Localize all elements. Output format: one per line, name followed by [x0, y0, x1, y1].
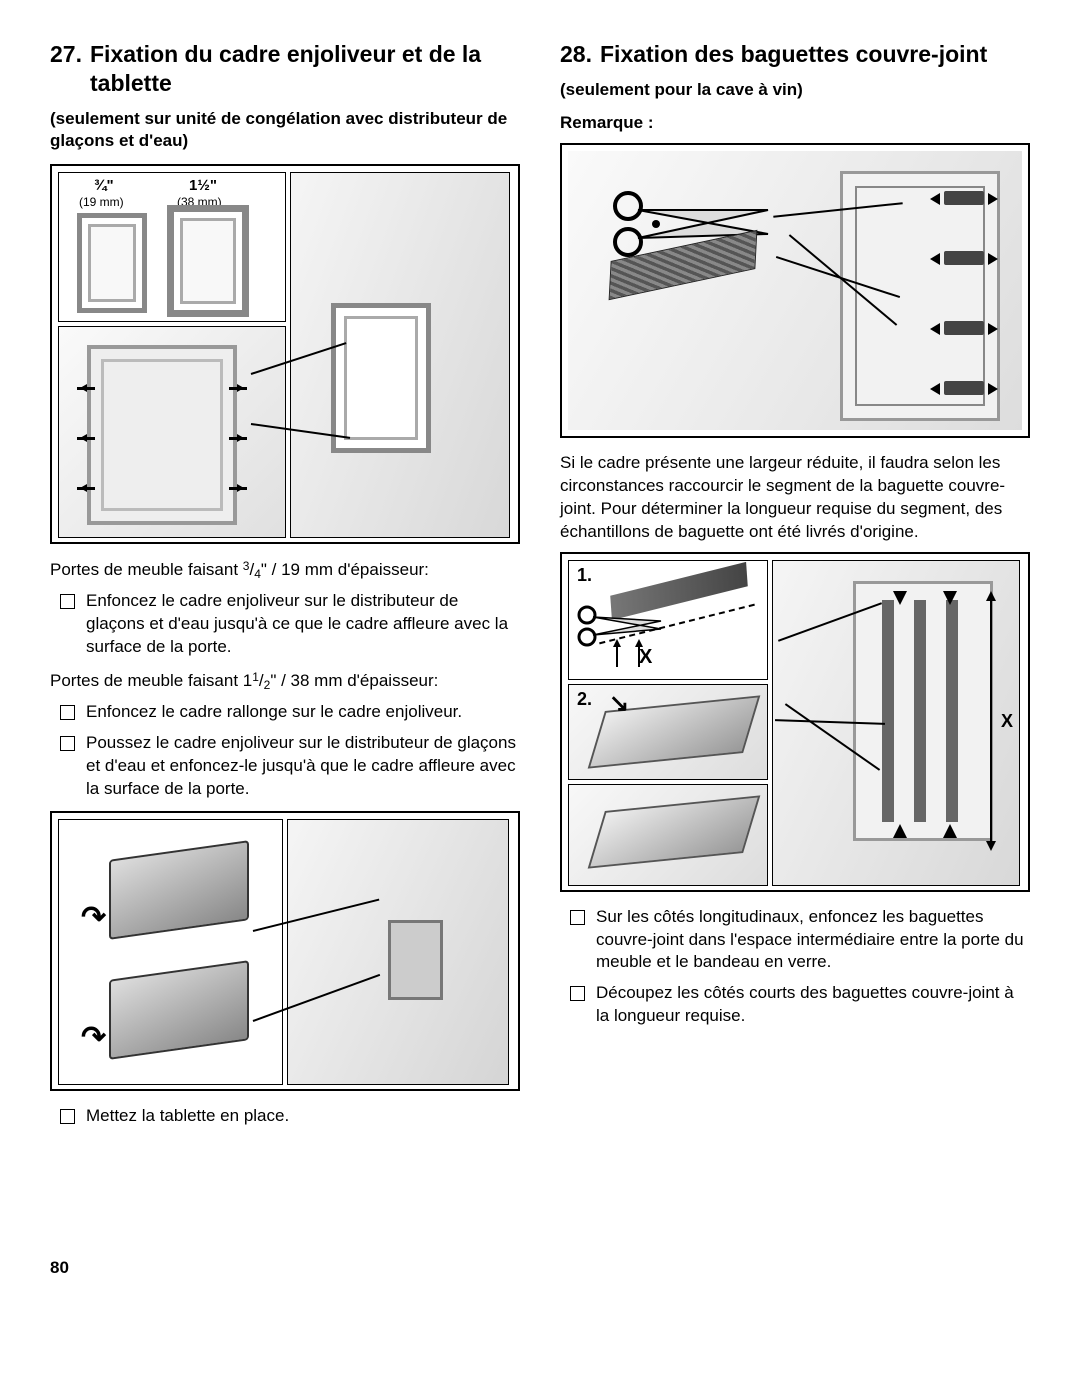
para-19mm: Portes de meuble faisant 3/4" / 19 mm d'… [50, 558, 520, 582]
right-column: 28. Fixation des baguettes couvre-joint … [560, 40, 1030, 1278]
curve-arrow-icon: ↷ [81, 900, 106, 935]
para-19mm-post: " / 19 mm d'épaisseur: [261, 560, 429, 579]
para-38mm-post: " / 38 mm d'épaisseur: [270, 671, 438, 690]
bullet-item: Poussez le cadre enjoliveur sur le distr… [50, 732, 520, 801]
bullet-item: Enfoncez le cadre enjoliveur sur le dist… [50, 590, 520, 659]
bullet-item: Enfoncez le cadre rallonge sur le cadre … [50, 701, 520, 724]
arrow-right-icon [988, 193, 1004, 205]
left-column: 27. Fixation du cadre enjoliveur et de l… [50, 40, 520, 1278]
figure-28a [560, 143, 1030, 438]
fraction-34: 3/4 [243, 558, 261, 582]
figure-27a-bottom-panel [58, 326, 286, 538]
recess-icon [388, 920, 443, 1000]
figure-27b-right-panel [287, 819, 509, 1085]
bullet-list-tablette: Mettez la tablette en place. [50, 1105, 520, 1128]
fraction-12: 1/2 [252, 669, 270, 693]
door-cutout-icon [331, 303, 431, 453]
dim-vertical-icon [983, 591, 999, 851]
clip-icon [944, 321, 984, 335]
figure-27a-top-panel: ¾" (19 mm) 1½" (38 mm) [58, 172, 286, 322]
arrow-up-icon [943, 817, 957, 838]
figure-27a: ¾" (19 mm) 1½" (38 mm) [50, 164, 520, 544]
arrow-left-icon [924, 193, 940, 205]
section-28-number: 28. [560, 40, 600, 69]
figure-27a-right-panel [290, 172, 510, 538]
section-27-title: Fixation du cadre enjoliveur et de la ta… [90, 40, 520, 98]
bullet-list-19mm: Enfoncez le cadre enjoliveur sur le dist… [50, 590, 520, 659]
section-28-title: Fixation des baguettes couvre-joint [600, 40, 1030, 69]
profile-icon [588, 795, 761, 868]
section-27-subtitle: (seulement sur unité de congélation avec… [50, 108, 520, 152]
remark-label: Remarque : [560, 113, 1030, 133]
clip-icon [944, 251, 984, 265]
door-frame-icon [853, 581, 993, 841]
bullet-item: Sur les côtés longitudinaux, enfoncez le… [560, 906, 1030, 975]
figure-28b-step2-panel: 2. ↘ [568, 684, 768, 780]
figure-28b-step3-panel [568, 784, 768, 886]
figure-28b-step1-panel: 1. X [568, 560, 768, 680]
figure-28a-panel [568, 151, 1022, 430]
dim-label-34: ¾" [94, 177, 114, 194]
figure-27b: ↷ ↷ [50, 811, 520, 1091]
insert-arrow-icon: ↘ [609, 689, 629, 718]
dim-label-12: 1½" [189, 177, 217, 194]
section-27-number: 27. [50, 40, 90, 98]
arrow-down-icon [943, 591, 957, 612]
arrow-right-icon [988, 253, 1004, 265]
figure-28b-right-panel: X [772, 560, 1020, 886]
para-reduced-width: Si le cadre présente une largeur réduite… [560, 452, 1030, 544]
frame-large-icon [167, 205, 249, 317]
arrow-right-icon [988, 323, 1004, 335]
dim-arrows-icon [613, 639, 643, 671]
arrow-left-icon [924, 383, 940, 395]
curve-arrow-icon: ↷ [81, 1020, 106, 1055]
arrow-left-icon [924, 253, 940, 265]
tray-icon [109, 840, 249, 940]
step-2-label: 2. [577, 689, 592, 710]
para-38mm: Portes de meuble faisant 11/2" / 38 mm d… [50, 669, 520, 693]
arrow-up-icon [893, 817, 907, 838]
arrow-right-icon [988, 383, 1004, 395]
figure-27b-left-panel: ↷ ↷ [58, 819, 283, 1085]
clip-icon [944, 191, 984, 205]
dim-label-19mm: (19 mm) [79, 195, 124, 209]
section-28-subtitle: (seulement pour la cave à vin) [560, 79, 1030, 101]
arrow-left-icon [924, 323, 940, 335]
page-columns: 27. Fixation du cadre enjoliveur et de l… [50, 40, 1030, 1278]
arrow-down-icon [893, 591, 907, 612]
step-1-label: 1. [577, 565, 592, 586]
figure-28b: 1. X 2. ↘ [560, 552, 1030, 892]
bullet-item: Découpez les côtés courts des baguettes … [560, 982, 1030, 1028]
x-label: X [1001, 711, 1013, 732]
tray-icon [109, 960, 249, 1060]
frame-insertion-icon [87, 345, 237, 525]
section-28-heading: 28. Fixation des baguettes couvre-joint [560, 40, 1030, 69]
page-number: 80 [50, 1258, 520, 1278]
bullet-list-38mm: Enfoncez le cadre rallonge sur le cadre … [50, 701, 520, 801]
bullet-list-28: Sur les côtés longitudinaux, enfoncez le… [560, 906, 1030, 1029]
para-19mm-pre: Portes de meuble faisant [50, 560, 243, 579]
para-38mm-pre: Portes de meuble faisant 1 [50, 671, 252, 690]
clip-icon [944, 381, 984, 395]
frame-small-icon [77, 213, 147, 313]
section-27-heading: 27. Fixation du cadre enjoliveur et de l… [50, 40, 520, 98]
bullet-item: Mettez la tablette en place. [50, 1105, 520, 1128]
